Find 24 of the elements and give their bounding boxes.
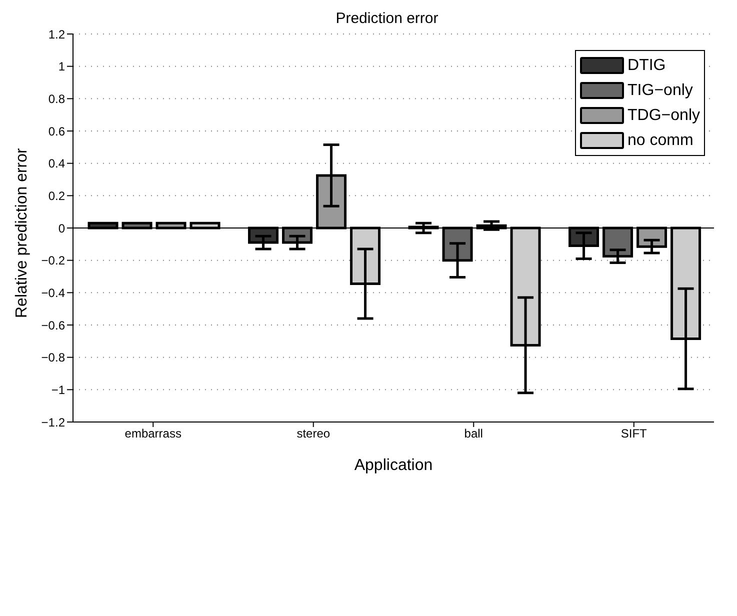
x-tick-label: ball — [464, 426, 483, 441]
chart-title: Prediction error — [334, 10, 440, 27]
y-tick-label: −0.8 — [41, 350, 66, 365]
legend-label: TDG−only — [628, 106, 700, 124]
x-tick-label: embarrass — [124, 426, 182, 441]
x-tick-label: stereo — [296, 426, 330, 441]
y-tick-label: −0.2 — [41, 254, 66, 268]
x-axis-title: Application — [354, 457, 433, 474]
y-tick-label: −0.4 — [41, 286, 66, 300]
y-axis-title: Relative prediction error — [14, 147, 31, 318]
y-tick-label: 1 — [58, 60, 66, 74]
legend-label: DTIG — [628, 56, 666, 74]
x-tick-label: SIFT — [620, 426, 648, 441]
y-tick-label: −1 — [51, 382, 66, 397]
y-tick-label: −1.2 — [41, 415, 66, 430]
y-tick-label: 0.6 — [48, 124, 66, 138]
y-tick-label: 0.8 — [48, 92, 66, 106]
y-tick-label: 0.2 — [48, 188, 66, 203]
y-tick-label: 1.2 — [48, 27, 66, 42]
y-tick-label: 0.4 — [48, 156, 66, 171]
legend-label: no comm — [628, 132, 694, 150]
y-tick-label: 0 — [58, 221, 66, 236]
y-tick-label: −0.6 — [41, 318, 66, 332]
legend-label: TIG−only — [628, 82, 693, 100]
